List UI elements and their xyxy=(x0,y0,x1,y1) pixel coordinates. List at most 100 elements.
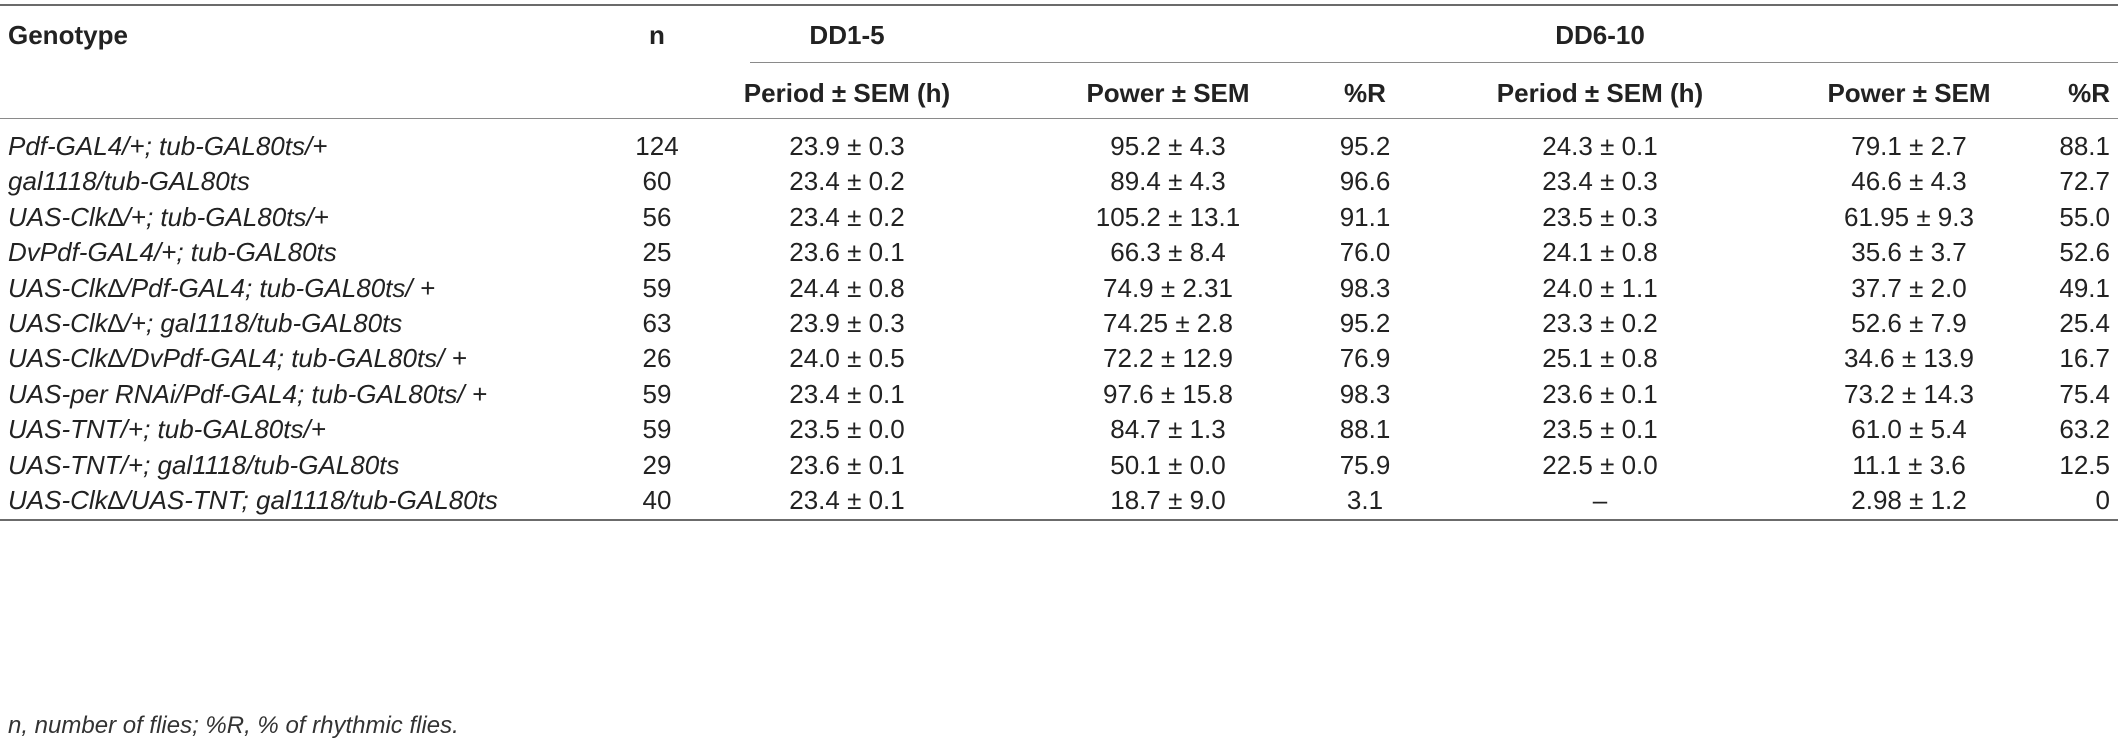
dd1-period-cell: 23.5 ± 0.0 xyxy=(789,414,905,445)
dd1-period-header: Period ± SEM (h) xyxy=(743,78,951,108)
dd1-period-cell: 23.4 ± 0.1 xyxy=(789,485,905,515)
dd6-period-cell: 24.0 ± 1.1 xyxy=(1542,272,1658,303)
n-cell: 59 xyxy=(642,378,672,409)
dd6-period-cell: 23.3 ± 0.2 xyxy=(1542,308,1658,338)
dd1-power-cell: 105.2 ± 13.1 xyxy=(1095,201,1241,232)
dd1-power-cell: 66.3 ± 8.4 xyxy=(1110,237,1226,268)
n-header: n xyxy=(649,20,665,50)
genotype-cell: UAS-TNT/+; tub-GAL80ts/+ xyxy=(8,414,326,445)
dd1-power-cell: 84.7 ± 1.3 xyxy=(1110,414,1226,445)
dd1-pct-r-cell: 88.1 xyxy=(1339,414,1391,445)
dd6-pct-r-cell: 88.1 xyxy=(2059,131,2110,161)
dd6-power-cell: 2.98 ± 1.2 xyxy=(1851,485,1967,515)
dd6-power-cell: 79.1 ± 2.7 xyxy=(1851,131,1967,161)
dd6-power-cell: 61.0 ± 5.4 xyxy=(1851,414,1967,445)
dd1-pct-r-cell: 75.9 xyxy=(1339,449,1391,480)
dd1-power-cell: 95.2 ± 4.3 xyxy=(1110,131,1226,161)
dd6-pct-r-cell: 25.4 xyxy=(2059,308,2110,338)
n-cell: 29 xyxy=(642,449,672,480)
n-cell: 59 xyxy=(642,272,672,303)
dd6-period-cell: 24.3 ± 0.1 xyxy=(1542,131,1658,161)
dd1-period-cell: 23.4 ± 0.2 xyxy=(789,166,905,197)
dd1-pct-r-header: %R xyxy=(1344,78,1386,108)
n-cell: 59 xyxy=(642,414,672,445)
dd1-power-cell: 74.9 ± 2.31 xyxy=(1103,272,1233,303)
dd6-10-header: DD6-10 xyxy=(1555,20,1645,50)
dd1-period-cell: 24.0 ± 0.5 xyxy=(789,343,905,374)
dd6-period-header: Period ± SEM (h) xyxy=(1496,78,1704,108)
n-cell: 56 xyxy=(642,201,672,232)
n-cell: 26 xyxy=(642,343,672,374)
dd1-pct-r-cell: 3.1 xyxy=(1346,485,1384,515)
genotype-cell: UAS-Clk∆/+; tub-GAL80ts/+ xyxy=(8,201,329,232)
dd6-power-cell: 37.7 ± 2.0 xyxy=(1851,272,1967,303)
dd1-power-cell: 89.4 ± 4.3 xyxy=(1110,166,1226,197)
dd1-5-header: DD1-5 xyxy=(809,20,885,50)
n-cell: 63 xyxy=(642,308,672,338)
dd6-pct-r-cell: 52.6 xyxy=(2059,237,2110,268)
dd6-period-cell: – xyxy=(1592,485,1608,515)
genotype-cell: DvPdf-GAL4/+; tub-GAL80ts xyxy=(8,237,337,268)
dd6-pct-r-cell: 72.7 xyxy=(2059,166,2110,197)
dd1-period-cell: 23.4 ± 0.1 xyxy=(789,378,905,409)
dd1-pct-r-cell: 91.1 xyxy=(1339,201,1391,232)
n-cell: 60 xyxy=(642,166,672,197)
dd6-pct-r-cell: 0 xyxy=(2095,485,2110,515)
dd6-pct-r-cell: 49.1 xyxy=(2059,272,2110,303)
dd6-power-cell: 46.6 ± 4.3 xyxy=(1851,166,1967,197)
dd6-pct-r-cell: 12.5 xyxy=(2059,449,2110,480)
dd1-power-cell: 18.7 ± 9.0 xyxy=(1110,485,1226,515)
genotype-cell: UAS-Clk∆/UAS-TNT; gal1118/tub-GAL80ts xyxy=(8,485,498,515)
genotype-cell: UAS-Clk∆/Pdf-GAL4; tub-GAL80ts/ + xyxy=(8,272,436,303)
dd6-pct-r-header: %R xyxy=(2068,78,2110,108)
group-header-rule xyxy=(750,62,2118,63)
dd6-period-cell: 25.1 ± 0.8 xyxy=(1542,343,1658,374)
dd1-pct-r-cell: 95.2 xyxy=(1339,308,1391,338)
dd1-power-cell: 72.2 ± 12.9 xyxy=(1103,343,1233,374)
dd1-power-cell: 97.6 ± 15.8 xyxy=(1103,378,1233,409)
dd1-pct-r-cell: 98.3 xyxy=(1339,272,1391,303)
dd6-pct-r-cell: 75.4 xyxy=(2059,378,2110,409)
dd1-period-cell: 24.4 ± 0.8 xyxy=(789,272,905,303)
dd1-power-cell: 74.25 ± 2.8 xyxy=(1103,308,1233,338)
dd1-pct-r-cell: 98.3 xyxy=(1339,378,1391,409)
genotype-cell: UAS-Clk∆/DvPdf-GAL4; tub-GAL80ts/ + xyxy=(8,343,467,374)
dd6-period-cell: 23.6 ± 0.1 xyxy=(1542,378,1658,409)
table-footnote: n, number of flies; %R, % of rhythmic fl… xyxy=(8,712,459,739)
dd6-period-cell: 22.5 ± 0.0 xyxy=(1542,449,1658,480)
dd1-power-cell: 50.1 ± 0.0 xyxy=(1110,449,1226,480)
n-cell: 25 xyxy=(642,237,672,268)
genotype-cell: UAS-per RNAi/Pdf-GAL4; tub-GAL80ts/ + xyxy=(8,378,488,409)
dd1-power-header: Power ± SEM xyxy=(1086,78,1250,108)
dd6-pct-r-cell: 63.2 xyxy=(2059,414,2110,445)
dd1-period-cell: 23.4 ± 0.2 xyxy=(789,201,905,232)
table-bottom-rule xyxy=(0,519,2118,521)
dd6-power-cell: 34.6 ± 13.9 xyxy=(1844,343,1974,374)
header-bottom-rule xyxy=(0,118,2118,119)
dd6-pct-r-cell: 16.7 xyxy=(2059,343,2110,374)
dd1-pct-r-cell: 96.6 xyxy=(1339,166,1391,197)
dd6-power-cell: 35.6 ± 3.7 xyxy=(1851,237,1967,268)
dd1-period-cell: 23.9 ± 0.3 xyxy=(789,131,905,161)
dd6-period-cell: 24.1 ± 0.8 xyxy=(1542,237,1658,268)
dd1-pct-r-cell: 95.2 xyxy=(1339,131,1391,161)
dd1-period-cell: 23.6 ± 0.1 xyxy=(789,237,905,268)
dd6-period-cell: 23.4 ± 0.3 xyxy=(1542,166,1658,197)
dd6-power-cell: 52.6 ± 7.9 xyxy=(1851,308,1967,338)
dd6-power-cell: 73.2 ± 14.3 xyxy=(1844,378,1974,409)
dd1-pct-r-cell: 76.9 xyxy=(1339,343,1391,374)
dd6-power-cell: 11.1 ± 3.6 xyxy=(1852,449,1966,480)
dd1-pct-r-cell: 76.0 xyxy=(1339,237,1391,268)
genotype-cell: Pdf-GAL4/+; tub-GAL80ts/+ xyxy=(8,131,328,161)
n-cell: 40 xyxy=(642,485,672,515)
genotype-cell: gal1118/tub-GAL80ts xyxy=(8,166,250,197)
genotype-cell: UAS-Clk∆/+; gal1118/tub-GAL80ts xyxy=(8,308,403,338)
dd6-period-cell: 23.5 ± 0.1 xyxy=(1542,414,1658,445)
genotype-cell: UAS-TNT/+; gal1118/tub-GAL80ts xyxy=(8,449,400,480)
n-cell: 124 xyxy=(635,131,679,161)
genotype-header: Genotype xyxy=(8,20,128,50)
dd6-pct-r-cell: 55.0 xyxy=(2059,201,2110,232)
dd1-period-cell: 23.6 ± 0.1 xyxy=(789,449,905,480)
table-top-rule xyxy=(0,4,2118,6)
dd6-power-cell: 61.95 ± 9.3 xyxy=(1844,201,1974,232)
